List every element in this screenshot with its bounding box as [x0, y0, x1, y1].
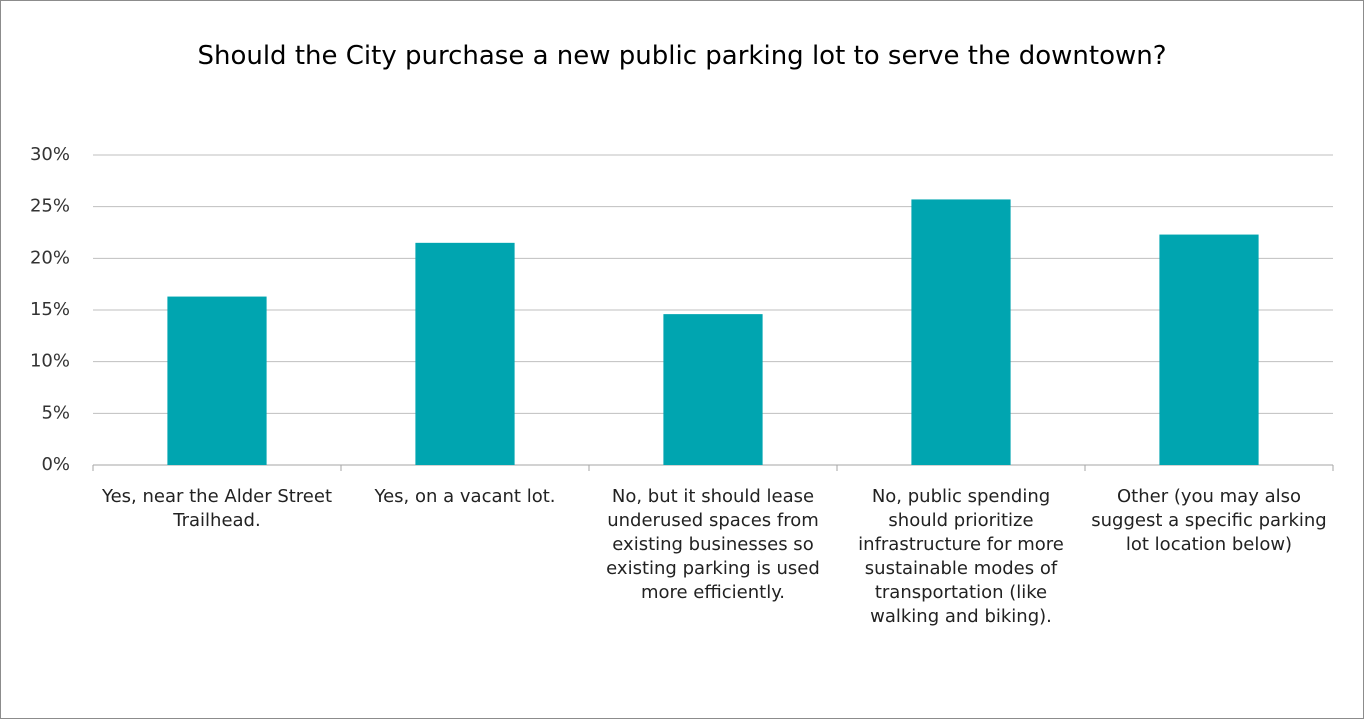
bar	[415, 242, 515, 465]
y-tick-label: 30%	[30, 144, 70, 165]
x-tick-label: No, but it should lease underused spaces…	[606, 486, 820, 603]
bar	[911, 199, 1011, 465]
bar	[1159, 234, 1259, 465]
y-tick-label: 25%	[30, 196, 70, 217]
bar	[167, 296, 267, 465]
x-tick-label: No, public spending should prioritize in…	[858, 486, 1064, 627]
y-tick-label: 10%	[30, 351, 70, 372]
y-tick-label: 15%	[30, 299, 70, 320]
bar	[663, 314, 763, 465]
y-tick-label: 20%	[30, 247, 70, 268]
x-tick-label: Yes, near the Alder Street Trailhead.	[101, 486, 333, 531]
chart-title: Should the City purchase a new public pa…	[197, 41, 1167, 71]
x-tick-label: Other (you may also suggest a specific p…	[1091, 486, 1327, 555]
y-tick-label: 5%	[41, 402, 70, 423]
x-tick-label: Yes, on a vacant lot.	[374, 486, 556, 507]
y-tick-label: 0%	[41, 454, 70, 475]
